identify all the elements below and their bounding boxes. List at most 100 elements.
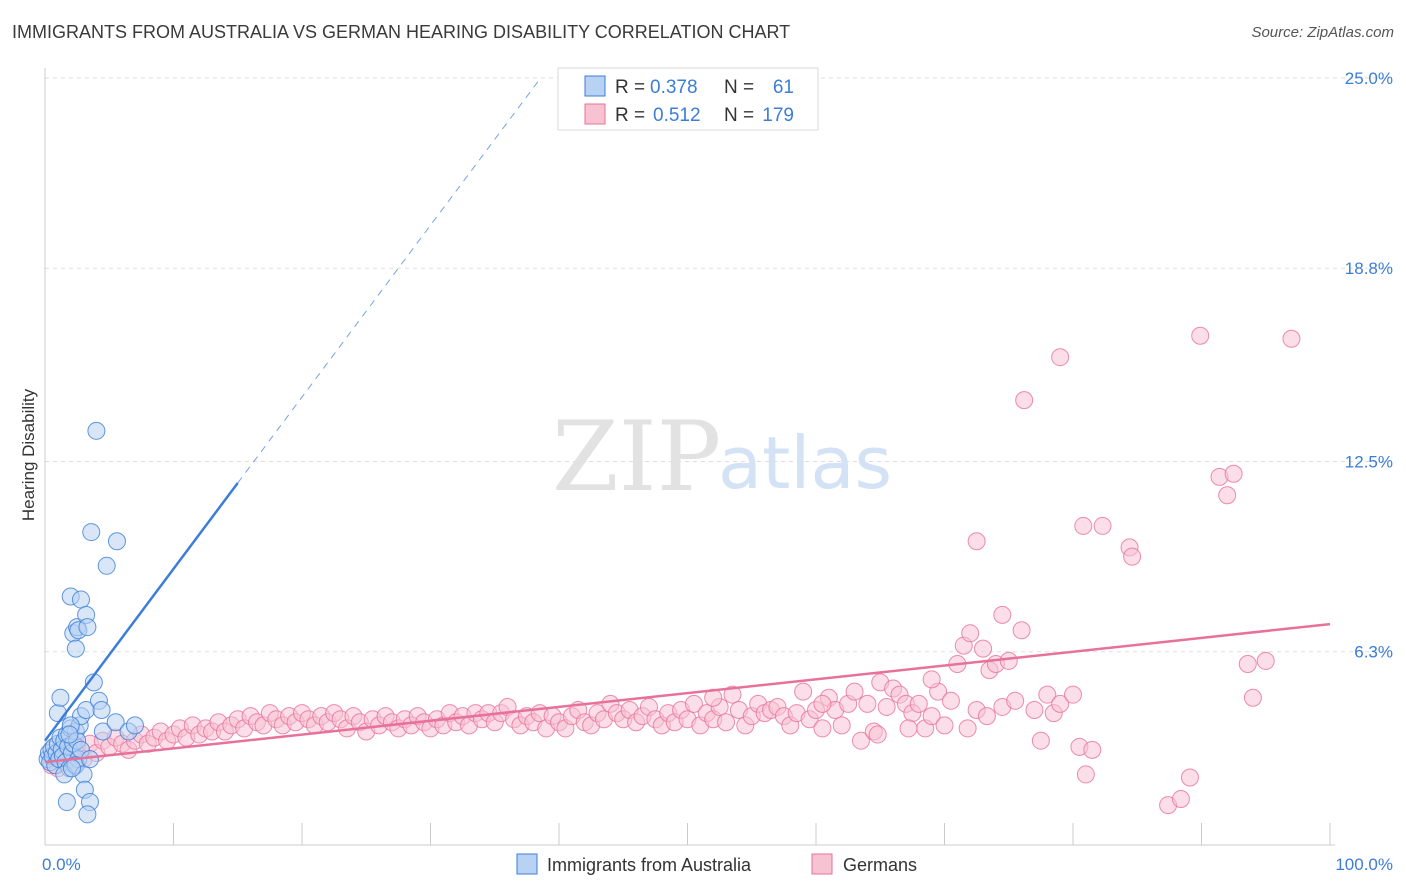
bottom-legend: Immigrants from Australia Germans (516, 853, 917, 875)
germans-point-130 (877, 697, 896, 716)
germans-point-186 (813, 694, 832, 713)
australia-point-57 (97, 556, 116, 575)
australia-point-55 (106, 713, 125, 732)
germans-point-155 (1051, 694, 1070, 713)
germans-point-150 (1012, 621, 1031, 640)
germans-point-151 (1025, 701, 1044, 720)
germans-point-162 (967, 532, 986, 551)
australia-point-42 (78, 618, 97, 637)
australia-point-53 (93, 722, 112, 741)
germans-point-164 (1074, 516, 1093, 535)
germans-point-117 (794, 682, 813, 701)
germans-point-123 (832, 716, 851, 735)
germans-point-179 (1191, 326, 1210, 345)
germans-point-177 (1256, 651, 1275, 670)
y-tick-label-3: 25.0% (1345, 69, 1393, 88)
germans-point-167 (1123, 547, 1142, 566)
germans-point-170 (1218, 486, 1237, 505)
germans-point-120 (813, 719, 832, 738)
germans-point-149 (999, 651, 1018, 670)
germans-point-171 (1224, 464, 1243, 483)
australia-point-47 (60, 725, 79, 744)
legend-r-value-australia: 0.378 (650, 77, 698, 98)
germans-point-135 (909, 694, 928, 713)
germans-point-143 (961, 624, 980, 643)
germans-point-156 (1064, 685, 1082, 704)
germans-point-180 (977, 707, 996, 726)
legend-n-value-australia: 61 (773, 77, 794, 98)
legend-swatch-australia (584, 75, 606, 97)
x-tick-label-0: 0.0% (42, 855, 81, 874)
chart-title: IMMIGRANTS FROM AUSTRALIA VS GERMAN HEAR… (12, 22, 791, 42)
x-tick-label-1: 100.0% (1335, 855, 1393, 874)
tick-layer: 6.3% 12.5% 18.8% 25.0% 0.0% 100.0% (42, 69, 1393, 874)
germans-point-175 (1238, 654, 1257, 673)
axis-layer (44, 68, 1335, 846)
legend-n-value-germans: 179 (762, 105, 794, 126)
germans-point-126 (851, 731, 870, 750)
australia-point-34 (66, 639, 85, 658)
top-legend: R = 0.378 N = 61 R = 0.512 N = 179 (557, 67, 819, 131)
germans-point-161 (1006, 691, 1025, 710)
australia-trend-extension (237, 78, 541, 484)
australia-point-37 (71, 590, 90, 609)
australia-point-54 (82, 523, 101, 542)
y-tick-label-2: 18.8% (1345, 259, 1393, 278)
legend-n-label-australia: N = (724, 77, 754, 98)
germans-point-185 (922, 670, 941, 689)
germans-point-163 (1015, 391, 1034, 410)
australia-points (38, 421, 144, 824)
australia-point-58 (107, 532, 126, 551)
legend-r-label-germans: R = (615, 105, 645, 126)
germans-point-125 (845, 682, 864, 701)
germans-point-139 (935, 716, 954, 735)
bottom-legend-label-germans: Germans (843, 855, 917, 875)
germans-point-159 (1083, 740, 1102, 759)
germans-point-158 (1076, 765, 1095, 784)
germans-point-127 (858, 694, 877, 713)
australia-point-60 (125, 716, 144, 735)
germans-trend-line (44, 622, 1331, 764)
bottom-legend-label-australia: Immigrants from Australia (547, 855, 752, 875)
germans-point-105 (717, 713, 736, 732)
germans-point-173 (1171, 789, 1190, 808)
germans-point-184 (899, 719, 918, 738)
germans-points (42, 326, 1301, 815)
australia-point-27 (48, 704, 67, 723)
germans-point-137 (922, 707, 941, 726)
germans-point-153 (1038, 685, 1057, 704)
germans-point-145 (974, 639, 993, 658)
australia-point-48 (78, 805, 97, 824)
germans-point-178 (1282, 329, 1301, 348)
germans-point-165 (1093, 516, 1112, 535)
germans-point-168 (1051, 348, 1070, 367)
germans-point-182 (868, 725, 887, 744)
watermark: ZIP atlas (552, 401, 892, 513)
legend-r-value-germans: 0.512 (653, 105, 701, 126)
australia-trend-line (43, 482, 239, 742)
germans-point-148 (993, 605, 1012, 624)
bottom-legend-swatch-australia (516, 853, 538, 875)
australia-point-46 (62, 759, 81, 778)
australia-point-28 (51, 688, 70, 707)
australia-point-30 (57, 793, 76, 812)
legend-n-label-germans: N = (724, 105, 754, 126)
australia-point-52 (92, 701, 111, 720)
bottom-legend-swatch-germans (811, 853, 833, 875)
y-tick-label-0: 6.3% (1354, 643, 1393, 662)
australia-point-56 (87, 421, 106, 440)
legend-swatch-germans (584, 103, 606, 125)
legend-r-label-australia: R = (615, 77, 645, 98)
y-axis-label: Hearing Disability (19, 388, 38, 521)
germans-point-106 (723, 685, 742, 704)
grid-layer (45, 77, 1390, 653)
germans-point-176 (1243, 688, 1262, 707)
germans-point-140 (941, 691, 960, 710)
germans-point-183 (958, 719, 977, 738)
source-credit: Source: ZipAtlas.com (1251, 24, 1394, 41)
germans-point-100 (684, 694, 703, 713)
germans-point-174 (1180, 768, 1199, 787)
watermark-atlas: atlas (718, 421, 892, 505)
trend-layer (43, 78, 1331, 764)
